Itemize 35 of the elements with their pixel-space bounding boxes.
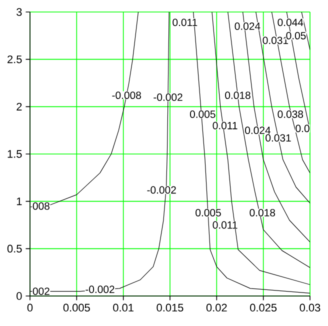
x-tick-label: 0.015 <box>156 304 184 312</box>
annotation: 002 <box>32 288 50 295</box>
annotation: 008 <box>32 202 50 210</box>
annotation: -0.002 <box>147 186 176 194</box>
annotation: 0.005 <box>196 208 221 216</box>
annotation: 0.018 <box>250 208 276 216</box>
x-tick-label: 0.01 <box>113 304 134 312</box>
y-tick-label: 1 <box>16 198 22 206</box>
annotation: -0.002 <box>154 94 182 101</box>
y-tick-label: 0 <box>16 292 22 300</box>
annotation: 0.011 <box>212 122 238 130</box>
annotation: 0.005 <box>190 110 216 118</box>
x-tick-label: 0.005 <box>63 304 90 312</box>
annotation: 0.024 <box>234 22 260 30</box>
annotation: 0.038 <box>278 110 304 118</box>
y-tick-label: 0.5 <box>7 244 22 253</box>
annotation: 0.05 <box>286 32 306 40</box>
x-tick-label: 0.025 <box>250 304 277 312</box>
y-tick-label: 3 <box>16 8 22 16</box>
annotation: 0.031 <box>262 36 288 44</box>
annotation: -0.002 <box>86 286 114 294</box>
y-tick-label: 2 <box>16 102 22 110</box>
annotation: 0.0 <box>296 124 310 132</box>
y-tick-label: 2.5 <box>8 55 22 64</box>
annotation: 0.011 <box>172 18 198 26</box>
annotation: -0.008 <box>112 92 141 100</box>
y-tick-label: 1.5 <box>8 150 22 158</box>
x-tick-label: 0 <box>27 304 33 312</box>
annotation: 0.044 <box>278 18 304 26</box>
x-tick-label: 0.03 <box>300 304 320 312</box>
annotation: 0.031 <box>266 134 291 142</box>
annotation: 0.011 <box>212 221 238 229</box>
x-tick-label: 0.02 <box>206 304 227 312</box>
annotation: 0.024 <box>245 126 271 134</box>
annotation: 0.018 <box>225 92 250 100</box>
